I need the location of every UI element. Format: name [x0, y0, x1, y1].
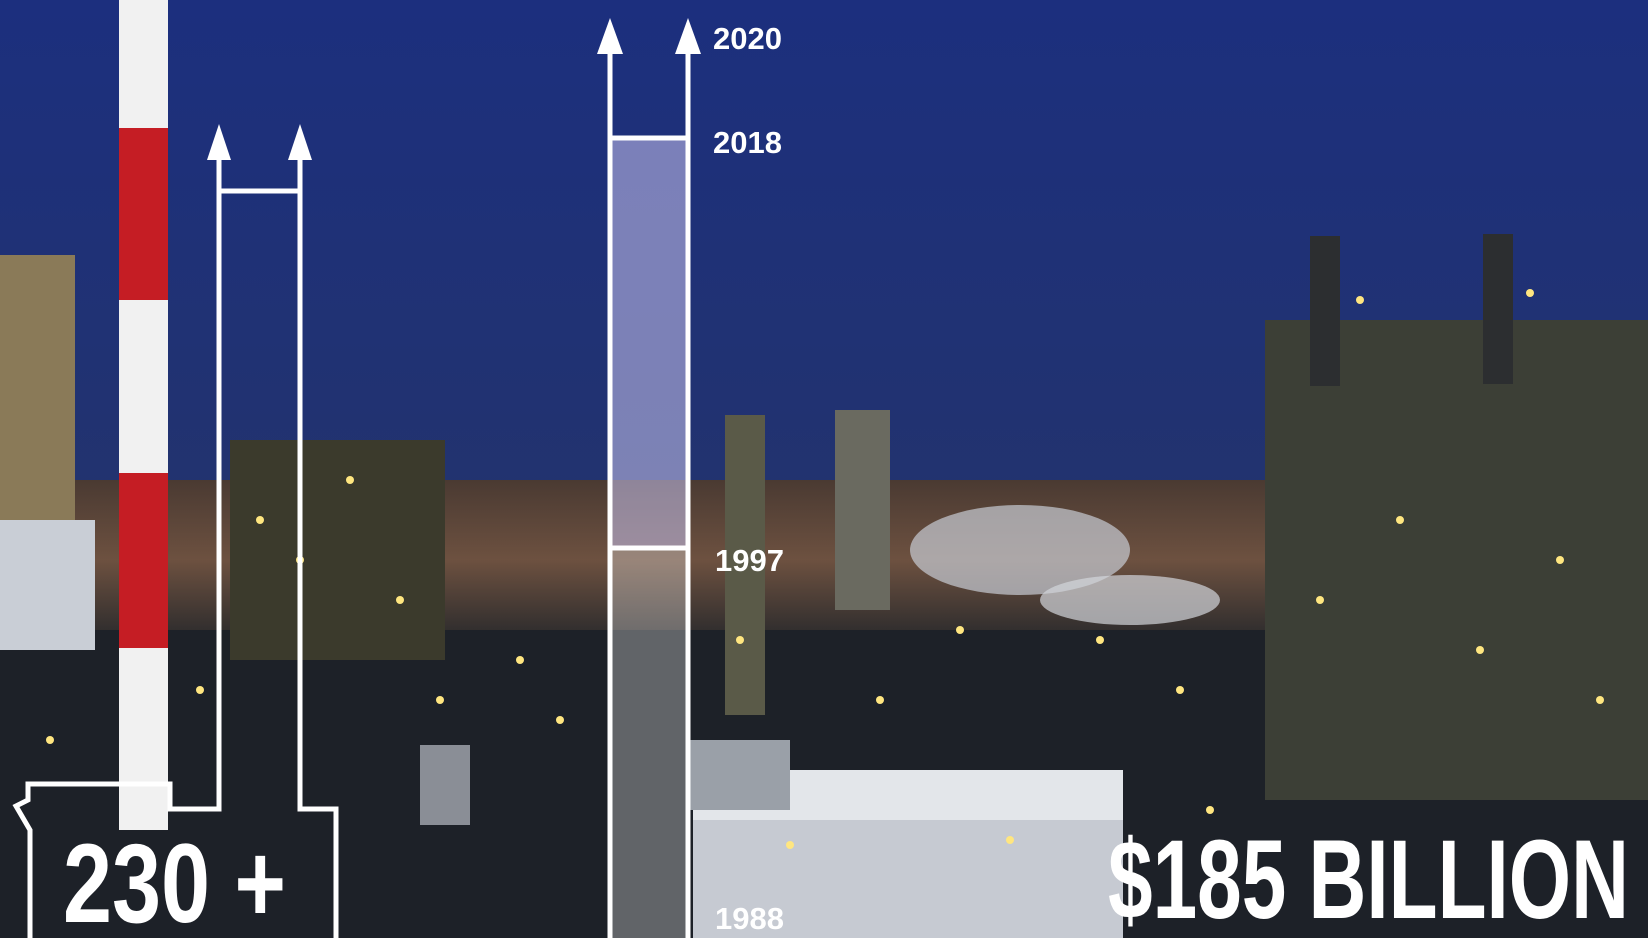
year-label: 1988 — [715, 901, 784, 936]
background-photo — [0, 0, 1648, 938]
year-label: 2020 — [713, 21, 782, 56]
period-fill — [610, 138, 688, 548]
page: 2020 2018 1997 1988 230 + $185 BILLION (… — [0, 0, 1648, 938]
count-figure: 230 + — [63, 821, 286, 938]
infographic: 2020 2018 1997 1988 230 + $185 BILLION — [0, 0, 1648, 938]
year-label: 1997 — [715, 543, 784, 578]
investment-figure: $185 BILLION — [1108, 817, 1629, 938]
year-label: 2018 — [713, 125, 782, 160]
period-fill — [610, 548, 688, 938]
